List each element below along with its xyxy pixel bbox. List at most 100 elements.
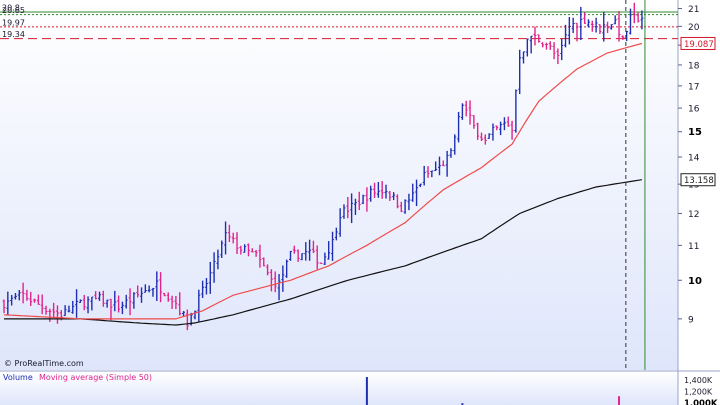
price-axis: 2120191817161514131211109 xyxy=(678,5,702,325)
ohlc-bar xyxy=(140,287,144,303)
ohlc-bar xyxy=(453,134,457,155)
ohlc-bar xyxy=(147,285,151,293)
ma-slow-line xyxy=(4,179,642,326)
ohlc-bar xyxy=(269,269,273,292)
watermark: © ProRealTime.com xyxy=(4,359,84,368)
ohlc-bar xyxy=(266,264,270,276)
ohlc-bar xyxy=(117,295,121,313)
ohlc-bar xyxy=(216,249,220,270)
y-tick-label: 16 xyxy=(688,105,700,115)
ohlc-bar xyxy=(170,295,174,309)
ohlc-bar xyxy=(224,221,228,255)
ohlc-bar xyxy=(365,187,369,212)
price-tag-box xyxy=(680,36,716,50)
ohlc-bar xyxy=(143,284,147,293)
y-tick-label: 20 xyxy=(688,23,700,33)
ohlc-bar xyxy=(567,17,571,45)
vertical-markers xyxy=(625,0,646,370)
ohlc-bar xyxy=(476,122,480,140)
ohlc-bar xyxy=(71,300,75,314)
volume-tick-label: 1,400K xyxy=(684,376,713,385)
moving-averages xyxy=(3,42,643,326)
y-tick-label: 17 xyxy=(688,82,699,92)
ohlc-bar xyxy=(525,38,529,57)
ohlc-bar xyxy=(392,192,396,201)
volume-panel: Volume Moving average (Simple 50) 1,400K 1,… xyxy=(3,373,718,405)
y-tick-label: 11 xyxy=(688,242,699,252)
volume-legend-0: Volume xyxy=(3,373,33,382)
ohlc-bar xyxy=(583,12,587,24)
ohlc-bar xyxy=(560,38,564,61)
ohlc-bar xyxy=(90,296,94,311)
ohlc-bar xyxy=(124,294,128,309)
price-tag-box xyxy=(680,173,716,187)
ohlc-bar xyxy=(246,243,250,257)
ohlc-bar xyxy=(533,26,537,46)
ohlc-bar xyxy=(564,24,568,48)
ohlc-bar xyxy=(40,294,44,315)
price-tag-label: 13.158 xyxy=(684,176,714,186)
ohlc-bar xyxy=(514,89,518,133)
ohlc-bar xyxy=(506,116,510,127)
ohlc-bar xyxy=(308,239,312,261)
ohlc-bar xyxy=(300,253,304,261)
ohlc-bar xyxy=(197,289,201,322)
ohlc-bar xyxy=(418,183,422,188)
ohlc-bar xyxy=(338,208,342,237)
ohlc-bar xyxy=(254,249,258,257)
ohlc-bar xyxy=(411,183,415,202)
y-tick-label: 21 xyxy=(688,5,699,15)
ohlc-bar xyxy=(613,15,617,25)
ohlc-bar xyxy=(220,240,224,258)
ohlc-bar xyxy=(407,193,411,211)
ohlc-bar xyxy=(29,291,33,306)
ohlc-bar xyxy=(185,309,189,331)
ohlc-bar xyxy=(373,182,377,198)
ohlc-bar xyxy=(327,241,331,260)
hline-label-0: 20.8 xyxy=(2,3,20,12)
ohlc-bar xyxy=(548,41,552,50)
ohlc-bar xyxy=(350,193,354,224)
ohlc-bar xyxy=(17,289,21,301)
ohlc-bar xyxy=(480,132,483,142)
ohlc-bar xyxy=(472,115,476,129)
ohlc-bar xyxy=(579,6,583,40)
ohlc-bar xyxy=(331,231,335,261)
ohlc-bar xyxy=(457,111,461,143)
ohlc-bar xyxy=(537,34,541,43)
ohlc-bar xyxy=(151,287,155,297)
ohlc-bar xyxy=(422,165,426,186)
ohlc-bar xyxy=(193,310,197,320)
ohlc-bar xyxy=(361,194,365,205)
ohlc-bar xyxy=(426,166,430,178)
ohlc-bar xyxy=(304,242,308,261)
hline-label-1: 20.65 xyxy=(2,6,25,15)
ohlc-bar xyxy=(2,299,6,314)
ohlc-bar xyxy=(636,12,640,23)
ohlc-bar xyxy=(388,190,392,201)
ohlc-bar xyxy=(98,291,101,301)
y-tick-label: 9 xyxy=(688,315,694,325)
ohlc-bar xyxy=(311,240,315,254)
ohlc-bar xyxy=(464,100,468,117)
ohlc-bar xyxy=(319,262,323,264)
ohlc-bar xyxy=(544,42,548,50)
ohlc-bar xyxy=(63,305,67,316)
ohlc-bar xyxy=(483,134,487,145)
ohlc-bar xyxy=(178,292,182,316)
ohlc-bar xyxy=(491,123,495,141)
ohlc-bar xyxy=(441,160,445,167)
ohlc-bar xyxy=(159,272,163,303)
ohlc-bar xyxy=(594,17,598,33)
ohlc-bar xyxy=(239,245,243,255)
ohlc-bar xyxy=(602,11,606,42)
volume-tick-label: 1,200K xyxy=(684,388,713,397)
ohlc-bar xyxy=(598,24,602,35)
ohlc-bar xyxy=(21,282,25,304)
ohlc-bar xyxy=(342,204,346,219)
volume-panel-background xyxy=(0,372,678,405)
ohlc-bar xyxy=(155,271,159,301)
ohlc-bar xyxy=(334,227,338,241)
ohlc-bar xyxy=(25,289,29,301)
